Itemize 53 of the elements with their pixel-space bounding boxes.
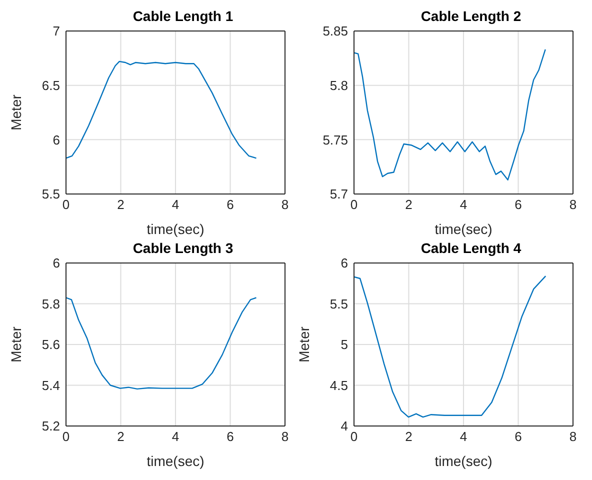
- line-series: [354, 275, 546, 418]
- x-tick-label: 4: [172, 197, 180, 212]
- x-tick-label: 4: [460, 197, 468, 212]
- y-tick-label: 5.4: [42, 378, 60, 393]
- y-axis-title: Meter: [8, 326, 24, 362]
- y-tick-label: 6: [52, 256, 60, 271]
- line-series: [66, 60, 257, 159]
- y-tick-label: 7: [52, 24, 60, 39]
- x-tick-label: 8: [569, 197, 577, 212]
- line-series: [354, 48, 546, 180]
- y-tick-label: 5: [340, 337, 348, 352]
- y-tick-label: 5.85: [322, 24, 348, 39]
- x-tick-label: 0: [62, 197, 70, 212]
- x-tick-label: 2: [405, 197, 412, 212]
- x-tick-label: 0: [62, 429, 70, 444]
- y-tick-label: 5.7: [330, 186, 348, 202]
- y-tick-label: 5.8: [330, 78, 348, 93]
- y-tick-label: 6: [52, 132, 60, 148]
- x-tick-label: 8: [281, 429, 289, 444]
- y-tick-label: 5.8: [42, 296, 60, 312]
- y-tick-label: 5.2: [42, 418, 60, 434]
- chart-title: Cable Length 2: [420, 8, 522, 24]
- x-tick-label: 6: [226, 197, 234, 212]
- x-axis-title: time(sec): [146, 221, 204, 237]
- x-axis-title: time(sec): [434, 221, 492, 237]
- x-axis-title: time(sec): [146, 453, 204, 469]
- x-tick-label: 6: [514, 197, 522, 212]
- chart-title: Cable Length 4: [420, 240, 522, 256]
- x-tick-label: 6: [226, 429, 234, 444]
- y-axis-title: Meter: [296, 326, 312, 362]
- y-tick-label: 4.5: [330, 378, 348, 393]
- y-axis-title: Meter: [8, 94, 24, 130]
- y-tick-label: 4: [340, 418, 348, 434]
- x-tick-label: 6: [514, 429, 522, 444]
- y-tick-label: 5.6: [42, 337, 60, 352]
- y-tick-label: 5.5: [330, 296, 348, 312]
- chart-title: Cable Length 1: [132, 8, 234, 24]
- x-tick-label: 0: [350, 197, 358, 212]
- chart-title: Cable Length 3: [132, 240, 234, 256]
- x-tick-label: 2: [117, 197, 124, 212]
- x-tick-label: 0: [350, 429, 358, 444]
- line-series: [66, 297, 257, 390]
- x-tick-label: 2: [117, 429, 124, 444]
- y-tick-label: 6.5: [42, 78, 60, 93]
- x-tick-label: 4: [460, 429, 468, 444]
- y-tick-label: 5.5: [42, 186, 60, 202]
- x-tick-label: 2: [405, 429, 412, 444]
- y-tick-label: 6: [340, 256, 348, 271]
- x-axis-title: time(sec): [434, 453, 492, 469]
- x-tick-label: 8: [569, 429, 577, 444]
- x-tick-label: 4: [172, 429, 180, 444]
- x-tick-label: 8: [281, 197, 289, 212]
- y-tick-label: 5.75: [322, 132, 348, 148]
